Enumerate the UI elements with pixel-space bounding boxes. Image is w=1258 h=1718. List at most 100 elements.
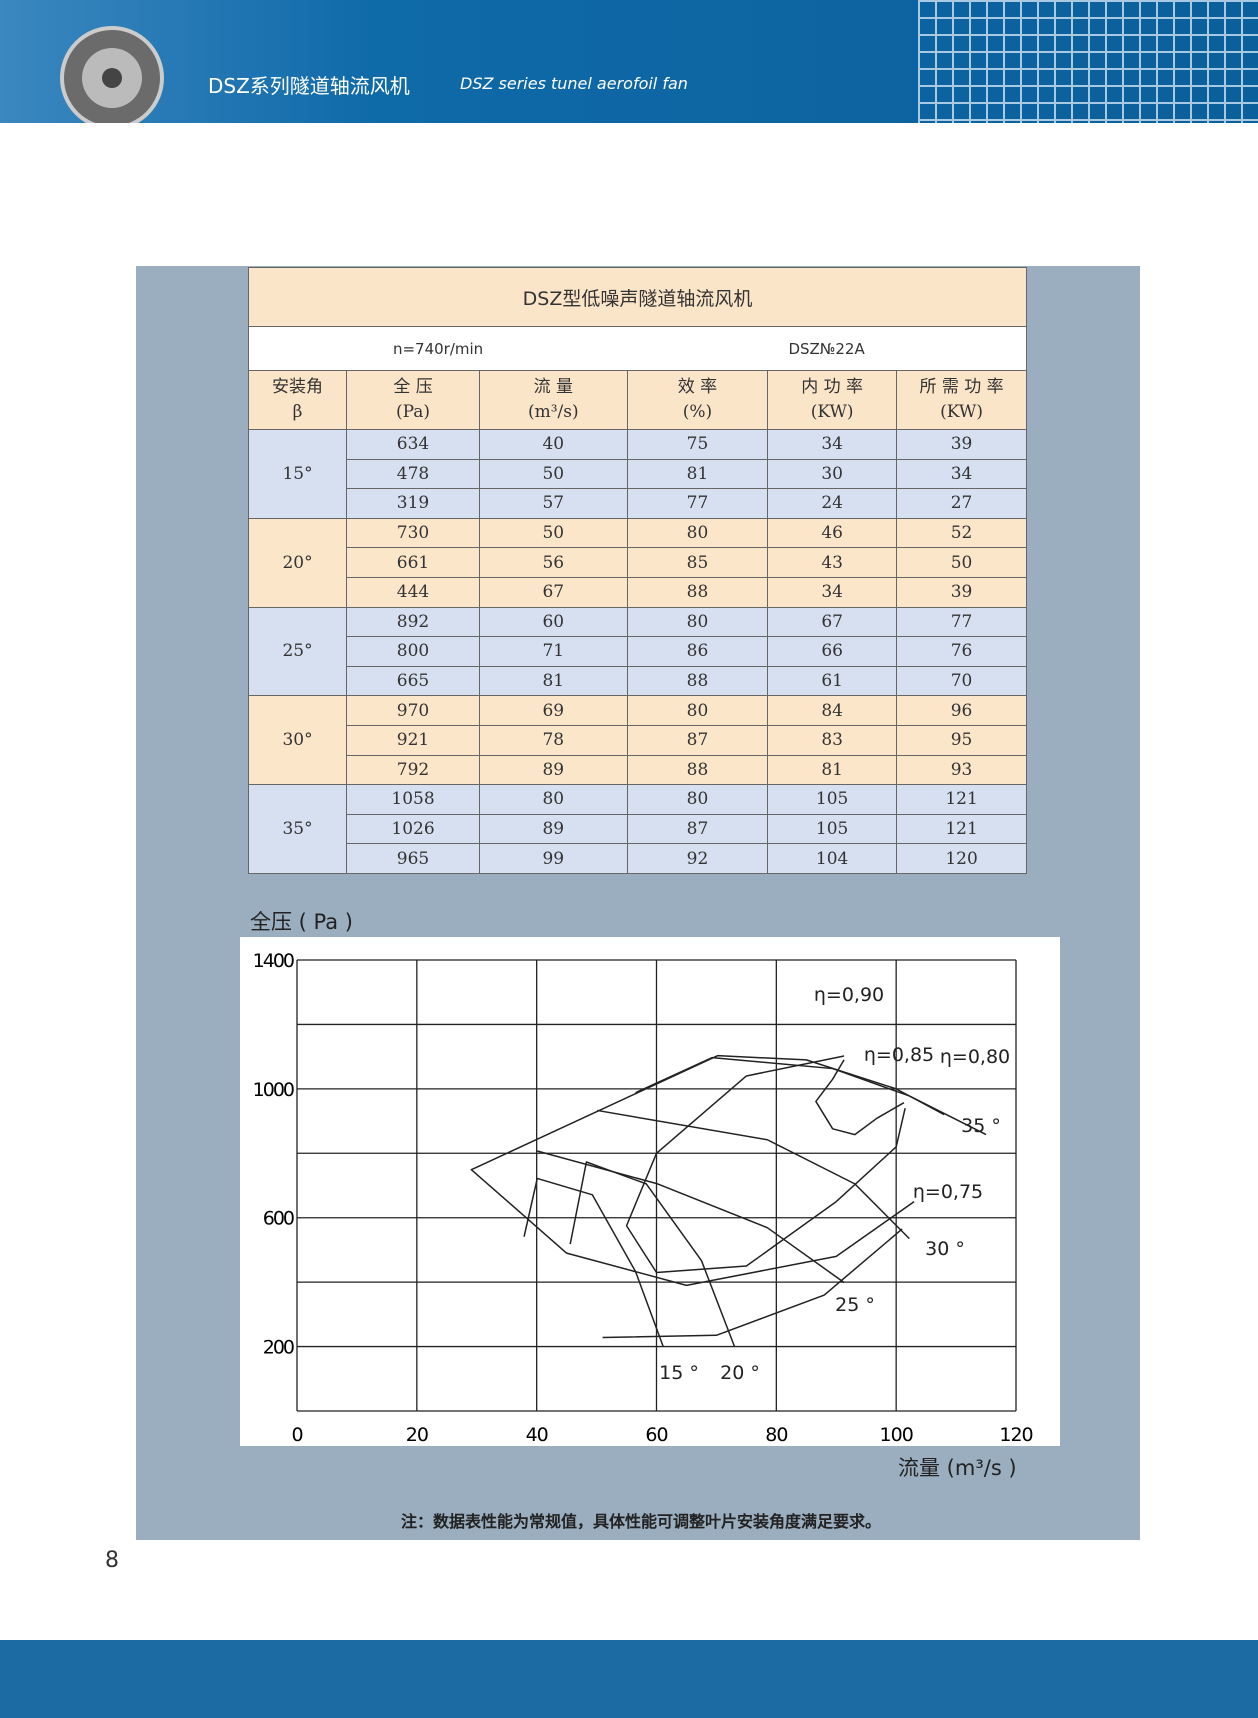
value-cell: 87 (626, 813, 769, 845)
value-cell: 70 (896, 665, 1027, 697)
header-text: (Pa) (395, 402, 431, 422)
page-number: 8 (105, 1548, 119, 1573)
value-cell: 85 (626, 547, 769, 578)
value-cell: 84 (767, 695, 898, 726)
angle-cell: 20° (247, 517, 348, 608)
curve-label: η=0,75 (913, 1181, 983, 1203)
header: DSZ系列隧道轴流风机 DSZ series tunel aerofoil fa… (0, 0, 1258, 123)
y-tick-label: 1000 (253, 1079, 294, 1101)
value-cell: 634 (346, 429, 480, 460)
value-cell: 34 (767, 576, 898, 608)
data-row: 921 78 87 83 95 (249, 724, 1027, 756)
header-grid (918, 0, 1258, 123)
value-cell: 81 (478, 665, 628, 697)
angle-cell: 15° (247, 429, 348, 519)
data-row: 319 57 77 24 27 (249, 488, 1027, 519)
curve-label: 15 ° (659, 1362, 699, 1384)
value-cell: 1026 (346, 813, 480, 845)
x-tick-label: 60 (645, 1424, 667, 1446)
header-text: (%) (682, 402, 713, 422)
x-tick-label: 40 (526, 1424, 548, 1446)
data-row: 1026 89 87 105 121 (249, 813, 1027, 845)
value-cell: 52 (896, 517, 1027, 549)
y-tick-label: 1400 (253, 950, 294, 972)
value-cell: 39 (896, 429, 1027, 460)
column-header: 所 需 功 率 (KW) (896, 370, 1027, 430)
value-cell: 105 (767, 784, 898, 815)
angle-cell: 25° (247, 606, 348, 697)
x-tick-label: 20 (406, 1424, 428, 1446)
value-cell: 80 (626, 695, 769, 726)
value-cell: 43 (767, 547, 898, 578)
value-cell: 88 (626, 754, 769, 786)
angle-cell: 35° (247, 784, 348, 874)
data-row: 800 71 86 66 76 (249, 636, 1027, 667)
value-cell: 88 (626, 576, 769, 608)
curve (597, 1109, 910, 1240)
value-cell: 892 (346, 606, 480, 638)
value-cell: 81 (626, 458, 769, 490)
value-cell: 661 (346, 547, 480, 578)
curve-label: 30 ° (925, 1238, 965, 1260)
value-cell: 27 (896, 488, 1027, 519)
column-header: 内 功 率 (KW) (767, 370, 898, 430)
curve-label: η=0,85 (864, 1044, 934, 1066)
y-axis-label: 全压 ( Pa ) (250, 910, 354, 934)
value-cell: 89 (478, 813, 628, 845)
value-cell: 50 (896, 547, 1027, 578)
curve (815, 1059, 905, 1136)
data-row: 15° 634 40 75 34 39 (247, 429, 1027, 519)
chart: 200 600 1000 1400 0 20 40 60 80 100 120 15 ° 20 ° 25 … (253, 950, 1034, 1446)
angle-cell: 30° (247, 695, 348, 786)
x-tick-label: 0 (291, 1424, 302, 1446)
value-cell: 95 (896, 724, 1027, 756)
column-header: 安装角 β (247, 370, 348, 430)
value-cell: 104 (767, 843, 898, 874)
data-table: DSZ型低噪声隧道轴流风机 n=740r/min DSZ№22A 安装角 β 全 压 (Pa… (247, 267, 1028, 874)
data-row: 661 56 85 43 50 (249, 547, 1027, 578)
data-row: 792 89 88 81 93 (249, 754, 1027, 786)
value-cell: 96 (896, 695, 1027, 726)
value-cell: 121 (896, 813, 1027, 845)
y-tick-label: 200 (263, 1337, 294, 1359)
value-cell: 665 (346, 665, 480, 697)
value-cell: 24 (767, 488, 898, 519)
value-cell: 730 (346, 517, 480, 549)
value-cell: 83 (767, 724, 898, 756)
header-text: 全 压 (393, 376, 433, 397)
curve (537, 1150, 845, 1284)
curve-label: 20 ° (720, 1362, 760, 1384)
x-axis-label: 流量 (m³/s ) (898, 1456, 1017, 1480)
chart-box: 200 600 1000 1400 0 20 40 60 80 100 120 15 ° 20 ° 25 … (240, 937, 1060, 1446)
value-cell: 965 (346, 843, 480, 874)
column-header: 流 量 (m³/s) (478, 370, 628, 430)
note: 注：数据表性能为常规值，具体性能可调整叶片安装角度满足要求。 (400, 1512, 881, 1531)
header-title: DSZ系列隧道轴流风机 (208, 74, 410, 98)
y-tick-label: 600 (263, 1208, 294, 1230)
value-cell: 40 (478, 429, 628, 460)
x-tick-label: 120 (999, 1424, 1032, 1446)
value-cell: 80 (478, 784, 628, 815)
value-cell: 75 (626, 429, 769, 460)
value-cell: 77 (896, 606, 1027, 638)
value-cell: 46 (767, 517, 898, 549)
value-cell: 800 (346, 636, 480, 667)
data-row: 478 50 81 30 34 (249, 458, 1027, 490)
value-cell: 39 (896, 576, 1027, 608)
header-text: (KW) (810, 402, 854, 422)
header-text: 效 率 (677, 376, 718, 397)
curve (569, 1161, 736, 1347)
value-cell: 444 (346, 576, 480, 608)
value-cell: 319 (346, 488, 480, 519)
value-cell: 69 (478, 695, 628, 726)
column-header: 全 压 (Pa) (346, 370, 480, 430)
header-text: 所 需 功 率 (919, 376, 1004, 397)
data-row: 444 67 88 34 39 (249, 576, 1027, 608)
x-tick-label: 100 (880, 1424, 913, 1446)
value-cell: 105 (767, 813, 898, 845)
curve (602, 1228, 903, 1339)
header-text: (KW) (940, 402, 983, 422)
value-cell: 80 (626, 517, 769, 549)
header-text: 安装角 (272, 376, 324, 397)
